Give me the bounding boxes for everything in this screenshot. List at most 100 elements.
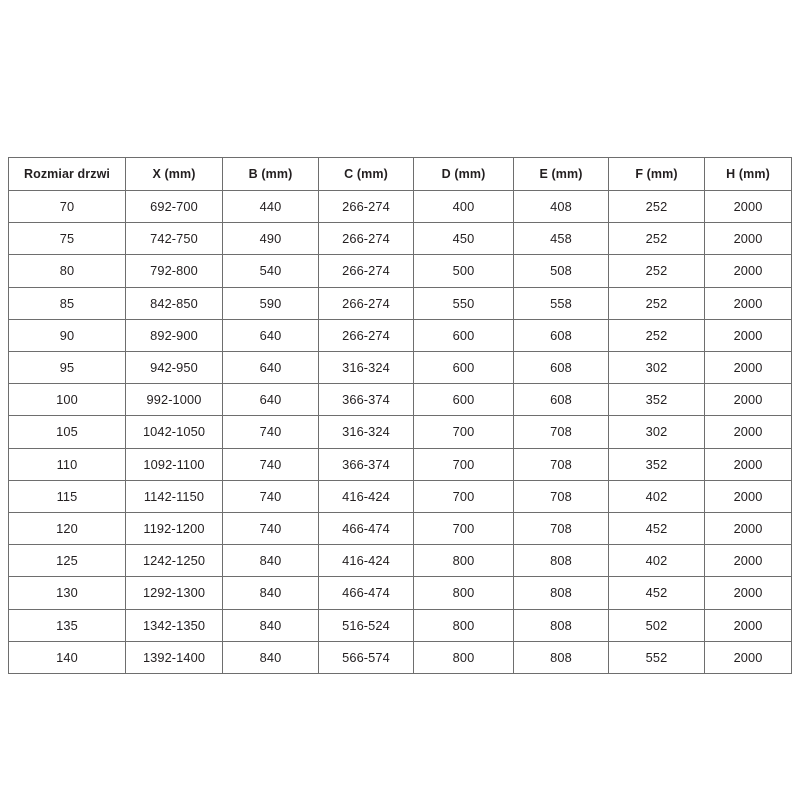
table-cell: 552 (608, 640, 705, 675)
table-cell: 800 (413, 544, 514, 578)
table-cell: 402 (608, 544, 705, 578)
column-header-1: X (mm) (125, 157, 223, 191)
column-header-6: F (mm) (608, 157, 705, 191)
table-cell: 608 (513, 351, 609, 385)
table-cell: 402 (608, 479, 705, 514)
table-cell: 500 (413, 254, 514, 288)
table-cell: 808 (513, 640, 609, 675)
table-row: 130 1292-1300 840 466-474 800 808 452 2000 (8, 576, 792, 610)
table-cell: 800 (413, 576, 514, 610)
table-cell: 840 (222, 608, 319, 642)
table-cell: 566-574 (318, 640, 414, 675)
table-cell: 840 (222, 640, 319, 675)
table-cell: 692-700 (125, 189, 223, 224)
table-cell: 316-324 (318, 351, 414, 385)
table-cell: 740 (222, 415, 319, 449)
column-header-0: Rozmiar drzwi (8, 157, 126, 191)
table-cell: 450 (413, 222, 514, 256)
column-header-5: E (mm) (513, 157, 609, 191)
table-cell: 2000 (704, 447, 792, 481)
table-cell: 808 (513, 544, 609, 578)
table-cell: 808 (513, 608, 609, 642)
table-cell: 2000 (704, 479, 792, 514)
table-cell: 2000 (704, 608, 792, 642)
table-cell: 2000 (704, 415, 792, 449)
table-cell: 2000 (704, 222, 792, 256)
table-cell: 416-424 (318, 479, 414, 514)
table-cell: 140 (8, 640, 126, 675)
table-cell: 600 (413, 351, 514, 385)
table-cell: 740 (222, 512, 319, 546)
table-cell: 266-274 (318, 254, 414, 288)
table-cell: 416-424 (318, 544, 414, 578)
table-cell: 550 (413, 286, 514, 320)
table-cell: 2000 (704, 254, 792, 288)
table-cell: 600 (413, 383, 514, 417)
table-cell: 408 (513, 189, 609, 224)
table-cell: 252 (608, 286, 705, 320)
table-cell: 808 (513, 576, 609, 610)
table-cell: 600 (413, 318, 514, 353)
table-cell: 2000 (704, 640, 792, 675)
table-cell: 1092-1100 (125, 447, 223, 481)
column-header-3: C (mm) (318, 157, 414, 191)
table-cell: 80 (8, 254, 126, 288)
column-header-4: D (mm) (413, 157, 514, 191)
table-cell: 2000 (704, 318, 792, 353)
table-cell: 135 (8, 608, 126, 642)
table-cell: 85 (8, 286, 126, 320)
table-cell: 266-274 (318, 318, 414, 353)
table-cell: 708 (513, 415, 609, 449)
column-header-2: B (mm) (222, 157, 319, 191)
table-cell: 452 (608, 512, 705, 546)
table-cell: 352 (608, 447, 705, 481)
table-row: 110 1092-1100 740 366-374 700 708 352 2000 (8, 447, 792, 481)
table-cell: 800 (413, 640, 514, 675)
table-cell: 252 (608, 222, 705, 256)
table-cell: 466-474 (318, 576, 414, 610)
table-header: Rozmiar drzwi X (mm) B (mm) C (mm) D (mm) E (… (8, 157, 792, 191)
column-header-7: H (mm) (704, 157, 792, 191)
table-cell: 700 (413, 479, 514, 514)
table-cell: 558 (513, 286, 609, 320)
spec-table-container: Rozmiar drzwi X (mm) B (mm) C (mm) D (mm) E (… (8, 157, 792, 675)
table-cell: 508 (513, 254, 609, 288)
table-cell: 502 (608, 608, 705, 642)
table-cell: 490 (222, 222, 319, 256)
table-cell: 400 (413, 189, 514, 224)
table-cell: 640 (222, 351, 319, 385)
table-cell: 452 (608, 576, 705, 610)
table-cell: 125 (8, 544, 126, 578)
table-cell: 700 (413, 415, 514, 449)
table-cell: 100 (8, 383, 126, 417)
table-cell: 1192-1200 (125, 512, 223, 546)
table-cell: 130 (8, 576, 126, 610)
table-cell: 800 (413, 608, 514, 642)
table-cell: 316-324 (318, 415, 414, 449)
table-cell: 115 (8, 479, 126, 514)
door-size-spec-table: Rozmiar drzwi X (mm) B (mm) C (mm) D (mm) E (… (8, 157, 792, 675)
table-cell: 90 (8, 318, 126, 353)
table-row: 80 792-800 540 266-274 500 508 252 2000 (8, 254, 792, 288)
table-cell: 366-374 (318, 447, 414, 481)
table-cell: 740 (222, 447, 319, 481)
table-cell: 608 (513, 383, 609, 417)
table-cell: 1242-1250 (125, 544, 223, 578)
table-cell: 2000 (704, 544, 792, 578)
table-row: 70 692-700 440 266-274 400 408 252 2000 (8, 189, 792, 224)
table-cell: 608 (513, 318, 609, 353)
table-cell: 252 (608, 318, 705, 353)
table-cell: 792-800 (125, 254, 223, 288)
table-cell: 992-1000 (125, 383, 223, 417)
table-cell: 352 (608, 383, 705, 417)
table-cell: 366-374 (318, 383, 414, 417)
table-cell: 840 (222, 544, 319, 578)
table-cell: 252 (608, 189, 705, 224)
table-cell: 708 (513, 447, 609, 481)
table-cell: 120 (8, 512, 126, 546)
table-cell: 942-950 (125, 351, 223, 385)
table-cell: 1392-1400 (125, 640, 223, 675)
table-header-row: Rozmiar drzwi X (mm) B (mm) C (mm) D (mm) E (… (8, 157, 792, 191)
table-cell: 2000 (704, 189, 792, 224)
table-cell: 1142-1150 (125, 479, 223, 514)
